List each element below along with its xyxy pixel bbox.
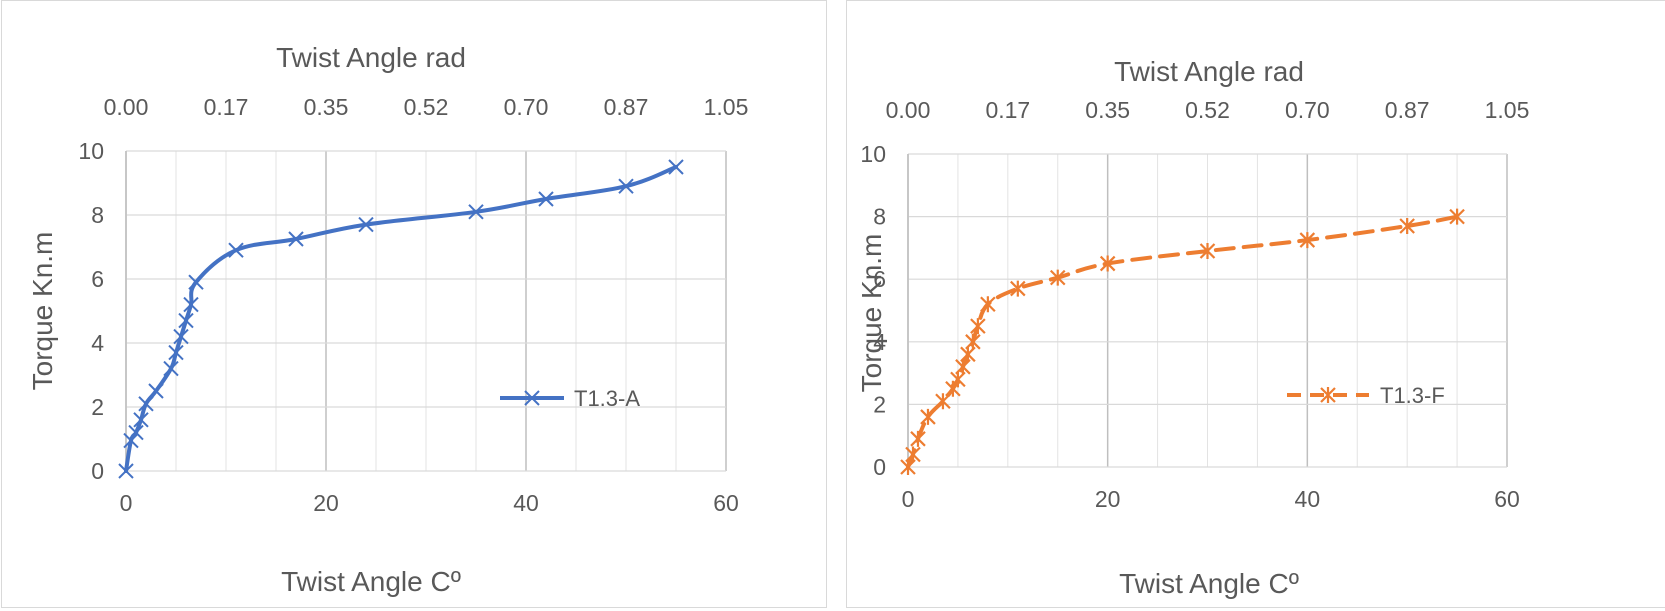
data-point-marker bbox=[980, 296, 996, 313]
y-tick-label: 6 bbox=[873, 266, 886, 292]
data-point-marker bbox=[358, 216, 374, 233]
y-tick-label: 10 bbox=[860, 141, 886, 167]
top-x-tick-label: 0.70 bbox=[504, 94, 549, 120]
data-point-marker bbox=[1449, 208, 1465, 225]
legend: T1.3-F bbox=[1287, 383, 1445, 408]
data-point-marker bbox=[128, 424, 144, 441]
data-point-marker bbox=[178, 312, 194, 329]
x-tick-label: 0 bbox=[120, 490, 133, 516]
x-tick-label: 40 bbox=[1295, 486, 1321, 512]
x-tick-label: 0 bbox=[902, 486, 915, 512]
data-point-marker bbox=[1049, 269, 1066, 286]
data-point-marker bbox=[1099, 255, 1116, 272]
data-point-marker bbox=[183, 296, 199, 313]
y-tick-label: 8 bbox=[873, 204, 886, 230]
y-tick-label: 0 bbox=[91, 458, 104, 484]
top-x-tick-label: 0.52 bbox=[1185, 97, 1230, 123]
data-point-marker bbox=[618, 178, 634, 194]
data-point-marker bbox=[965, 333, 981, 350]
data-point-marker bbox=[538, 191, 554, 207]
top-x-tick-label: 1.05 bbox=[704, 94, 749, 120]
x-tick-label: 20 bbox=[1095, 486, 1121, 512]
y-tick-label: 2 bbox=[873, 391, 886, 417]
data-point-marker bbox=[228, 242, 244, 258]
y-tick-label: 8 bbox=[91, 202, 104, 228]
data-point-marker bbox=[138, 396, 154, 412]
y-axis-title: Torque Kn.m bbox=[856, 234, 887, 393]
top-x-tick-label: 0.87 bbox=[1385, 97, 1430, 123]
data-point-marker bbox=[148, 383, 164, 399]
top-x-tick-label: 1.05 bbox=[1485, 97, 1530, 123]
data-point-marker bbox=[970, 318, 986, 335]
legend-label: T1.3-A bbox=[574, 386, 640, 411]
data-point-marker bbox=[1199, 243, 1216, 260]
legend-marker bbox=[1320, 387, 1336, 403]
x-axis-title: Twist Angle Cº bbox=[1119, 568, 1299, 599]
top-x-tick-label: 0.35 bbox=[304, 94, 349, 120]
top-x-tick-label: 0.70 bbox=[1285, 97, 1330, 123]
y-tick-label: 4 bbox=[91, 330, 104, 356]
chart-t13f-svg: 0 20 40 60 0.00 0.17 0.35 0.52 0.70 0.87 1.05 0 2 4 6 8… bbox=[856, 56, 1530, 599]
x-tick-label: 40 bbox=[513, 490, 539, 516]
top-x-tick-label: 0.17 bbox=[204, 94, 249, 120]
x-tick-label: 60 bbox=[713, 490, 739, 516]
top-axis-title: Twist Angle rad bbox=[276, 42, 466, 73]
top-x-tick-label: 0.35 bbox=[1085, 97, 1130, 123]
data-point-marker bbox=[163, 360, 179, 377]
top-x-tick-label: 0.87 bbox=[604, 94, 649, 120]
series-line bbox=[124, 165, 678, 473]
y-axis-title: Torque Kn.m bbox=[27, 232, 58, 391]
legend: T1.3-A bbox=[500, 386, 640, 411]
legend-label: T1.3-F bbox=[1380, 383, 1445, 408]
data-point-marker bbox=[173, 328, 189, 345]
data-point-marker bbox=[910, 430, 926, 447]
x-tick-label: 60 bbox=[1494, 486, 1520, 512]
chart-t13a-svg: 0 20 40 60 0.00 0.17 0.35 0.52 0.70 0.87 1.05 0 2 4 6 8… bbox=[27, 42, 749, 597]
data-point-marker bbox=[168, 344, 184, 361]
data-point-marker bbox=[668, 159, 684, 175]
data-point-marker bbox=[288, 231, 304, 247]
legend-marker bbox=[524, 390, 540, 406]
y-tick-label: 4 bbox=[873, 329, 886, 355]
data-point-marker bbox=[920, 408, 936, 425]
y-tick-label: 10 bbox=[78, 138, 104, 164]
x-axis-title: Twist Angle Cº bbox=[281, 566, 461, 597]
y-tick-label: 2 bbox=[91, 394, 104, 420]
chart-panel-t13a: 0 20 40 60 0.00 0.17 0.35 0.52 0.70 0.87 1.05 0 2 4 6 8… bbox=[1, 0, 827, 608]
data-point-marker bbox=[1299, 232, 1316, 249]
y-tick-label: 0 bbox=[873, 454, 886, 480]
data-point-marker bbox=[1010, 280, 1026, 297]
x-tick-label: 20 bbox=[313, 490, 339, 516]
data-point-marker bbox=[935, 393, 951, 410]
y-tick-label: 6 bbox=[91, 266, 104, 292]
data-point-marker bbox=[133, 412, 149, 428]
top-axis-title: Twist Angle rad bbox=[1114, 56, 1304, 87]
data-point-marker bbox=[468, 204, 484, 220]
data-point-marker bbox=[905, 446, 921, 463]
top-x-tick-label: 0.00 bbox=[104, 94, 149, 120]
top-x-tick-label: 0.17 bbox=[985, 97, 1030, 123]
data-point-marker bbox=[123, 432, 139, 449]
data-point-marker bbox=[188, 274, 204, 290]
top-x-tick-label: 0.52 bbox=[404, 94, 449, 120]
top-x-tick-label: 0.00 bbox=[886, 97, 931, 123]
chart-panel-t13f: 0 20 40 60 0.00 0.17 0.35 0.52 0.70 0.87 1.05 0 2 4 6 8… bbox=[846, 0, 1665, 608]
data-point-marker bbox=[1399, 217, 1415, 234]
data-point-marker bbox=[118, 463, 134, 479]
